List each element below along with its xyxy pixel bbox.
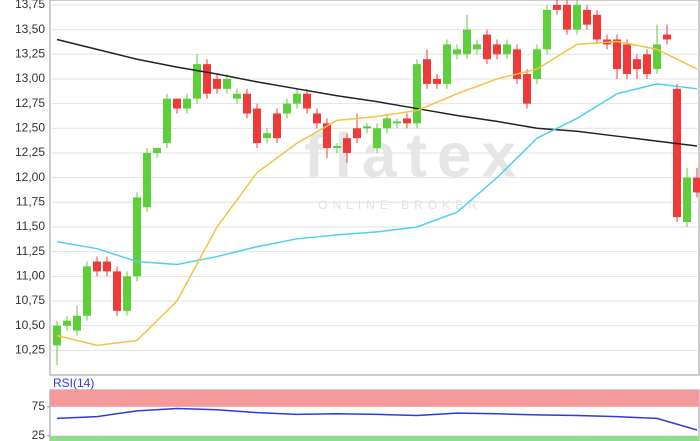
- y-tick-label: 11,75: [16, 194, 45, 208]
- line: [56, 38, 698, 147]
- candle-body: [273, 113, 281, 139]
- candle-body: [653, 44, 661, 70]
- candle-body: [383, 118, 391, 129]
- y-tick-label: 11,00: [16, 268, 45, 282]
- y-tick-label: 12,00: [15, 170, 45, 184]
- band: [50, 435, 699, 441]
- rsi-title: RSI(14): [53, 376, 94, 390]
- candle-body: [263, 133, 271, 139]
- main-panel: [49, 0, 700, 376]
- candle-body: [533, 49, 541, 79]
- candle-body: [143, 152, 151, 208]
- y-tick-label: 11,50: [16, 219, 45, 233]
- y-tick-label: 10,25: [15, 343, 45, 357]
- candle-body: [113, 271, 121, 311]
- candle-body: [513, 49, 521, 79]
- candle-body: [233, 93, 241, 99]
- candle-body: [403, 118, 411, 124]
- band: [50, 390, 699, 407]
- candle-body: [393, 121, 401, 124]
- candle-body: [363, 126, 371, 129]
- candle-body: [153, 148, 161, 153]
- candle-body: [433, 78, 441, 84]
- candle-body: [183, 98, 191, 109]
- y-tick-label: 12,75: [15, 96, 45, 110]
- y-tick-label: 13,00: [15, 71, 45, 85]
- candle-body: [173, 98, 181, 109]
- candle-body: [663, 34, 671, 40]
- candle-body: [373, 128, 381, 149]
- candle-body: [503, 44, 511, 55]
- candle-body: [223, 78, 231, 89]
- candle-body: [163, 98, 171, 144]
- candle-body: [93, 261, 101, 272]
- candle-body: [613, 39, 621, 70]
- y-tick-label: 12,50: [15, 120, 45, 134]
- candle-body: [343, 138, 351, 153]
- candle-body: [133, 197, 141, 277]
- candle-body: [303, 93, 311, 109]
- y-tick-label: 25: [32, 428, 46, 441]
- candle-body: [593, 14, 601, 40]
- y-tick-label: 11,25: [16, 244, 45, 258]
- candle-body: [323, 123, 331, 149]
- candle-body: [483, 34, 491, 60]
- y-tick-label: 13,25: [15, 46, 45, 60]
- candle-body: [453, 49, 461, 55]
- watermark: flatex: [304, 121, 526, 190]
- candle-body: [633, 59, 641, 70]
- candle-body: [353, 128, 361, 139]
- candle-body: [83, 266, 91, 316]
- candle-body: [253, 108, 261, 144]
- watermark-sub: ONLINE BROKER: [318, 198, 482, 212]
- candle-body: [333, 146, 341, 149]
- line: [56, 83, 698, 266]
- candle-body: [683, 177, 691, 223]
- candle-body: [123, 276, 131, 311]
- candle-body: [193, 64, 201, 99]
- y-tick-label: 75: [32, 399, 46, 413]
- candle-body: [573, 4, 581, 30]
- y-tick-label: 10,50: [15, 318, 45, 332]
- candle-body: [423, 59, 431, 84]
- candle-body: [473, 44, 481, 50]
- candle-body: [203, 64, 211, 94]
- candle-body: [73, 315, 81, 331]
- candle-body: [213, 78, 221, 89]
- candle-body: [283, 103, 291, 114]
- candle-body: [293, 93, 301, 104]
- candle-body: [103, 261, 111, 272]
- candle-body: [623, 44, 631, 75]
- candle-body: [563, 4, 571, 30]
- candle-body: [413, 64, 421, 124]
- candle-body: [243, 93, 251, 114]
- candle-body: [443, 44, 451, 84]
- candle-body: [643, 54, 651, 75]
- candle-body: [673, 88, 681, 218]
- candle-body: [583, 9, 591, 25]
- candle-body: [63, 320, 71, 326]
- y-tick-label: 12,25: [15, 145, 45, 159]
- candle-body: [693, 177, 700, 193]
- y-tick-label: 10,75: [15, 293, 45, 307]
- line: [56, 40, 698, 347]
- line: [56, 407, 698, 431]
- candle-body: [313, 113, 321, 124]
- candle-body: [543, 9, 551, 50]
- candle-body: [463, 29, 471, 55]
- y-tick-label: 13,50: [15, 22, 45, 36]
- candle-body: [523, 74, 531, 104]
- candle-body: [493, 44, 501, 55]
- y-tick-label: 13,75: [15, 0, 45, 11]
- candle-body: [553, 4, 561, 10]
